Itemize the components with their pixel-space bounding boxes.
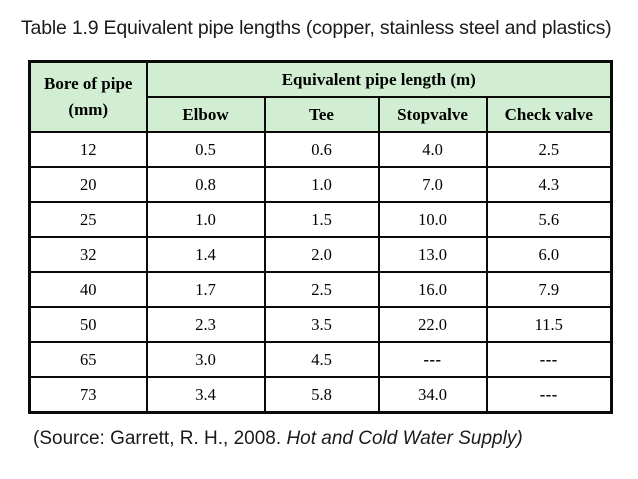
table-row: 50 2.3 3.5 22.0 11.5 (28, 306, 613, 343)
column-header-tee: Tee (263, 96, 380, 133)
column-header-stopvalve: Stopvalve (377, 96, 488, 133)
source-prefix: (Source: Garrett, R. H., 2008. (33, 428, 287, 449)
cell-tee: 0.6 (263, 131, 380, 168)
table-row: 12 0.5 0.6 4.0 2.5 (28, 131, 613, 168)
table-row: 32 1.4 2.0 13.0 6.0 (28, 236, 613, 273)
cell-check-valve: 5.6 (485, 201, 613, 238)
cell-bore: 32 (28, 236, 148, 273)
group-header-equivalent-pipe-length: Equivalent pipe length (m) (145, 60, 613, 98)
cell-bore: 20 (28, 166, 148, 203)
bore-header-line1: Bore of pipe (44, 73, 133, 93)
cell-tee: 1.5 (263, 201, 380, 238)
cell-check-valve: 4.3 (485, 166, 613, 203)
table-row: 73 3.4 5.8 34.0 --- (28, 376, 613, 414)
cell-check-valve: --- (485, 376, 613, 414)
cell-bore: 25 (28, 201, 148, 238)
cell-tee: 2.5 (263, 271, 380, 308)
cell-stopvalve: 7.0 (377, 166, 488, 203)
cell-stopvalve: 22.0 (377, 306, 488, 343)
cell-stopvalve: 34.0 (377, 376, 488, 414)
cell-elbow: 0.5 (145, 131, 266, 168)
header-row-columns: Elbow Tee Stopvalve Check valve (30, 96, 613, 133)
cell-bore: 12 (28, 131, 148, 168)
page-title: Table 1.9 Equivalent pipe lengths (coppe… (21, 17, 612, 39)
cell-elbow: 3.0 (145, 341, 266, 378)
cell-elbow: 0.8 (145, 166, 266, 203)
cell-bore: 50 (28, 306, 148, 343)
cell-tee: 2.0 (263, 236, 380, 273)
cell-check-valve: 7.9 (485, 271, 613, 308)
cell-elbow: 1.4 (145, 236, 266, 273)
column-header-check-valve: Check valve (485, 96, 613, 133)
source-citation: (Source: Garrett, R. H., 2008. Hot and C… (33, 428, 523, 450)
cell-elbow: 1.7 (145, 271, 266, 308)
column-header-bore: Bore of pipe (mm) (28, 60, 148, 133)
cell-check-valve: 11.5 (485, 306, 613, 343)
cell-check-valve: 2.5 (485, 131, 613, 168)
table-row: 25 1.0 1.5 10.0 5.6 (28, 201, 613, 238)
cell-elbow: 3.4 (145, 376, 266, 414)
cell-bore: 65 (28, 341, 148, 378)
cell-stopvalve: 4.0 (377, 131, 488, 168)
cell-stopvalve: 16.0 (377, 271, 488, 308)
table-row: 40 1.7 2.5 16.0 7.9 (28, 271, 613, 308)
header-row-group: Bore of pipe (mm) Equivalent pipe length… (28, 60, 613, 133)
table-row: 20 0.8 1.0 7.0 4.3 (28, 166, 613, 203)
bore-header-line2: (mm) (68, 100, 109, 119)
cell-bore: 73 (28, 376, 148, 414)
cell-tee: 4.5 (263, 341, 380, 378)
cell-stopvalve: --- (377, 341, 488, 378)
cell-check-valve: 6.0 (485, 236, 613, 273)
cell-elbow: 2.3 (145, 306, 266, 343)
table-row: 65 3.0 4.5 --- --- (28, 341, 613, 378)
cell-elbow: 1.0 (145, 201, 266, 238)
pipe-lengths-table: Bore of pipe (mm) Equivalent pipe length… (28, 60, 614, 414)
cell-stopvalve: 10.0 (377, 201, 488, 238)
cell-stopvalve: 13.0 (377, 236, 488, 273)
cell-bore: 40 (28, 271, 148, 308)
column-header-elbow: Elbow (145, 96, 266, 133)
cell-tee: 1.0 (263, 166, 380, 203)
cell-tee: 3.5 (263, 306, 380, 343)
cell-check-valve: --- (485, 341, 613, 378)
cell-tee: 5.8 (263, 376, 380, 414)
source-book-title: Hot and Cold Water Supply) (286, 428, 523, 449)
